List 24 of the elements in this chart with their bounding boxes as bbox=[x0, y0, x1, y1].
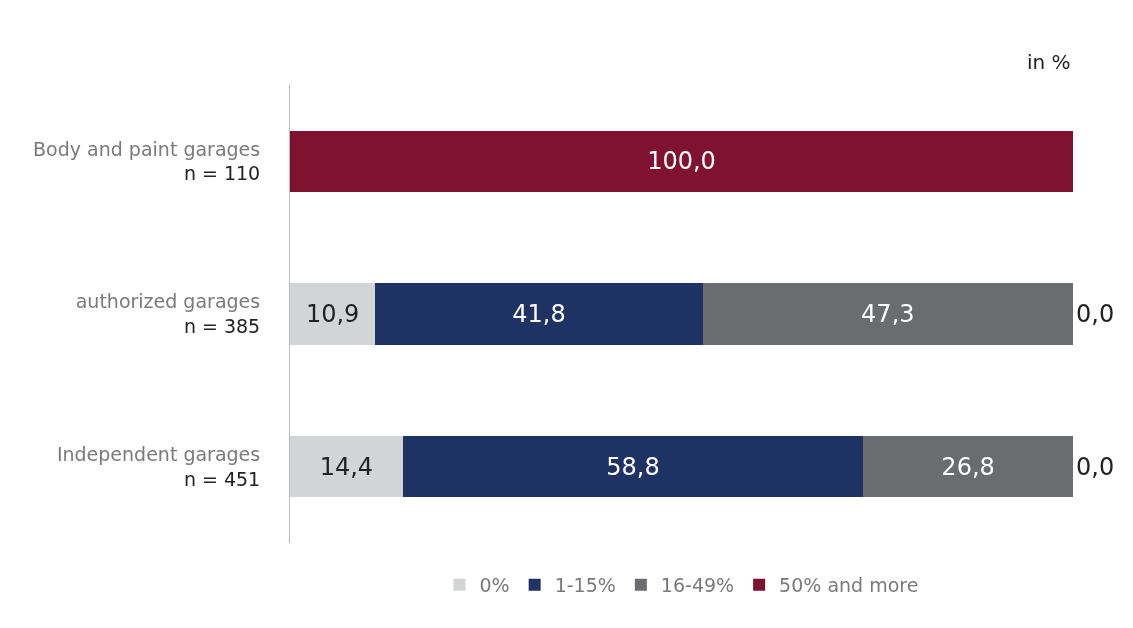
bar bbox=[702, 283, 1073, 345]
bar bbox=[375, 283, 703, 345]
bar bbox=[290, 283, 376, 345]
data-label: 47,3 bbox=[861, 300, 915, 328]
data-label: 100,0 bbox=[647, 147, 716, 176]
y-tick-label: Body and paint garages n = 110 bbox=[33, 137, 261, 185]
data-label: 10,9 bbox=[305, 300, 360, 328]
legend-label: 50% and more bbox=[779, 574, 919, 597]
data-label: 0,0 bbox=[1076, 452, 1115, 481]
data-label: 58,8 bbox=[606, 452, 660, 481]
legend-label: 0% bbox=[479, 574, 510, 597]
y-tick-label: authorized garages n = 385 bbox=[75, 290, 261, 337]
data-label: 41,8 bbox=[512, 300, 566, 328]
bar bbox=[402, 436, 864, 498]
text: in % bbox=[1027, 50, 1071, 74]
data-label: 26,8 bbox=[941, 452, 995, 481]
bar bbox=[863, 436, 1073, 498]
bar bbox=[290, 436, 403, 498]
legend-label: 1-15% bbox=[554, 574, 616, 597]
legend-label: 16-49% bbox=[660, 574, 735, 597]
data-label: 14,4 bbox=[319, 452, 374, 481]
y-tick-label: Independent garages n = 451 bbox=[56, 442, 261, 490]
data-label: 0,0 bbox=[1076, 300, 1115, 328]
bar bbox=[290, 130, 1073, 192]
